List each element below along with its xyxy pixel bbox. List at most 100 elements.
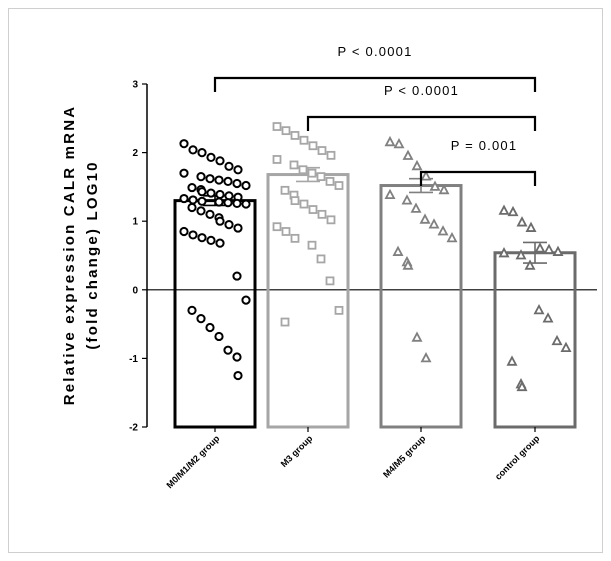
data-point	[206, 152, 216, 163]
y-tick-label: -1	[129, 354, 138, 365]
data-point	[223, 198, 233, 208]
chart-frame	[8, 8, 603, 553]
data-point	[402, 259, 414, 270]
bar	[266, 173, 350, 429]
data-point	[393, 137, 405, 149]
data-point	[325, 177, 335, 186]
data-point	[233, 370, 243, 381]
data-point	[214, 331, 224, 342]
data-point	[224, 220, 234, 230]
data-point	[401, 194, 413, 205]
data-point	[533, 303, 545, 315]
data-point	[551, 334, 563, 346]
data-point	[179, 139, 189, 149]
y-tick-label: -2	[129, 423, 138, 434]
data-point	[438, 183, 450, 195]
data-point	[232, 178, 242, 189]
data-point	[232, 271, 242, 281]
data-point	[223, 345, 233, 355]
data-point	[197, 187, 207, 197]
data-point	[215, 238, 225, 248]
data-point	[188, 195, 198, 205]
data-point	[280, 317, 290, 327]
data-point	[516, 380, 528, 392]
data-point	[392, 245, 404, 256]
data-point	[179, 193, 189, 204]
data-point	[326, 150, 336, 160]
data-point	[402, 149, 414, 160]
data-point	[317, 209, 327, 219]
data-point	[560, 341, 572, 353]
data-point	[233, 223, 243, 233]
data-point	[299, 199, 309, 209]
data-point	[384, 135, 396, 147]
data-point	[205, 174, 215, 184]
data-point	[187, 182, 197, 193]
data-point	[196, 206, 206, 216]
data-point	[241, 180, 251, 191]
data-point	[326, 215, 336, 225]
data-point	[542, 312, 554, 323]
data-point	[215, 216, 225, 226]
data-point	[232, 198, 242, 208]
y-tick-label: 0	[132, 285, 138, 296]
data-point	[419, 213, 431, 224]
data-point	[197, 233, 207, 243]
data-point	[232, 352, 242, 362]
data-point	[308, 205, 318, 214]
data-point	[206, 235, 216, 246]
p-value-label: P < 0.0001	[337, 44, 412, 59]
data-point	[410, 202, 422, 213]
data-point	[552, 245, 564, 256]
data-point	[272, 222, 282, 232]
data-point	[290, 196, 300, 206]
data-point	[197, 196, 207, 206]
data-point	[215, 189, 225, 200]
data-point	[446, 231, 458, 243]
data-point	[206, 188, 216, 198]
x-category-label: M4/M5 group	[381, 433, 428, 480]
data-point	[205, 322, 215, 333]
significance-annotations: P < 0.0001 P < 0.0001 P = 0.001	[213, 44, 537, 186]
data-point	[334, 305, 344, 315]
data-point	[281, 126, 291, 136]
data-point	[325, 276, 335, 286]
data-point	[233, 165, 243, 175]
data-point	[307, 168, 317, 178]
data-point	[280, 185, 290, 195]
data-point	[515, 249, 527, 260]
data-point	[299, 135, 309, 145]
data-point	[317, 146, 327, 155]
data-point	[429, 180, 441, 191]
data-point	[334, 181, 344, 190]
data-points	[179, 122, 572, 392]
data-point	[307, 240, 317, 250]
data-point	[281, 227, 291, 236]
data-point	[308, 141, 318, 151]
data-point	[241, 199, 251, 209]
data-point	[214, 175, 224, 185]
data-point	[272, 122, 282, 131]
y-tick-label: 1	[132, 217, 138, 228]
data-point	[179, 226, 189, 237]
data-point	[516, 216, 528, 227]
data-point	[179, 168, 189, 178]
data-point	[298, 165, 308, 175]
y-axis-title-line1: Relative expression CALR mRNA	[61, 105, 78, 406]
data-point	[411, 159, 423, 171]
data-point	[428, 218, 440, 229]
data-point	[196, 172, 206, 182]
data-point	[241, 295, 251, 305]
data-point	[196, 314, 206, 324]
data-point	[290, 233, 300, 243]
data-point	[205, 209, 215, 219]
data-point	[420, 170, 432, 181]
data-point	[506, 355, 518, 366]
significance-bracket	[419, 170, 537, 186]
data-point	[437, 225, 449, 236]
data-point	[498, 204, 510, 215]
significance-bracket	[306, 115, 537, 131]
data-point	[534, 242, 546, 253]
x-category-label: M0/M1/M2 group	[164, 433, 221, 490]
